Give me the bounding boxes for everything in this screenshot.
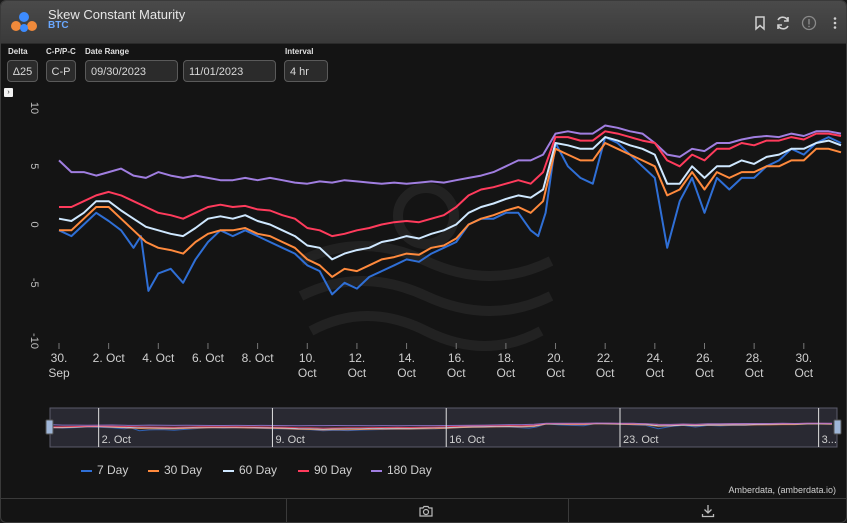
x-tick-label: 10. <box>299 351 316 365</box>
x-tick-label: 14. <box>398 351 415 365</box>
widget-subtitle: BTC <box>48 20 69 31</box>
x-tick-label: 20. <box>547 351 564 365</box>
plot-area <box>58 124 842 296</box>
widget-header: Skew Constant Maturity BTC <box>1 1 846 44</box>
legend-swatch <box>223 469 234 472</box>
navigator-label: 2. Oct <box>102 434 131 446</box>
x-tick-label: Sep <box>48 366 70 380</box>
x-tick-label: Oct <box>546 366 565 380</box>
footer-divider <box>286 499 287 522</box>
navigator-series-line <box>49 422 833 430</box>
legend-item-30-day[interactable]: 30 Day <box>148 463 202 477</box>
x-tick-label: 6. Oct <box>192 351 225 365</box>
legend-item-60-day[interactable]: 60 Day <box>223 463 277 477</box>
date-range-label: Date Range <box>85 47 130 56</box>
navigator-label: 9. Oct <box>275 434 304 446</box>
x-tick-label: Oct <box>794 366 813 380</box>
x-tick-label: Oct <box>646 366 665 380</box>
start-date-input[interactable]: 09/30/2023 <box>85 60 178 82</box>
legend-label: 7 Day <box>97 463 129 477</box>
navigator-label: 23. Oct <box>623 434 658 446</box>
y-tick-label: -10 <box>28 333 40 349</box>
amberdata-logo-icon <box>11 12 37 32</box>
legend-swatch <box>81 469 92 472</box>
navigator-label: 16. Oct <box>449 434 484 446</box>
legend-swatch <box>371 469 382 472</box>
y-tick-label: -5 <box>28 278 40 288</box>
info-icon[interactable] <box>801 15 817 31</box>
x-tick-label: Oct <box>447 366 466 380</box>
y-axis: 10 5 0 -5 -10 <box>28 102 40 349</box>
navigator-handle-right[interactable] <box>833 419 842 435</box>
bookmark-icon[interactable] <box>752 15 768 31</box>
x-tick-label: 22. <box>597 351 614 365</box>
legend-item-90-day[interactable]: 90 Day <box>298 463 352 477</box>
x-tick-label: 26. <box>696 351 713 365</box>
x-tick-label: 8. Oct <box>242 351 275 365</box>
series-line-180-day <box>58 124 842 185</box>
footer-divider <box>568 499 569 522</box>
x-tick-label: Oct <box>596 366 615 380</box>
delta-label: Delta <box>8 47 28 56</box>
legend-label: 30 Day <box>164 463 203 477</box>
x-tick-label: 2. Oct <box>93 351 126 365</box>
widget-title: Skew Constant Maturity <box>48 7 186 22</box>
navigator-label: 3... <box>822 434 837 446</box>
more-icon[interactable] <box>827 15 843 31</box>
refresh-icon[interactable] <box>775 15 791 31</box>
x-tick-label: 30. <box>51 351 68 365</box>
x-tick-label: 24. <box>646 351 663 365</box>
end-date-input[interactable]: 11/01/2023 <box>183 60 276 82</box>
x-tick-label: Oct <box>348 366 367 380</box>
series-line-60-day <box>58 136 842 261</box>
x-tick-label: Oct <box>745 366 764 380</box>
interval-select[interactable]: 4 hr <box>284 60 328 82</box>
legend-swatch <box>148 469 159 472</box>
download-icon[interactable] <box>700 503 716 519</box>
legend-label: 60 Day <box>239 463 278 477</box>
camera-icon[interactable] <box>418 503 434 519</box>
delta-select[interactable]: Δ25 <box>7 60 38 82</box>
x-tick-label: 12. <box>349 351 366 365</box>
watermark-logo-icon <box>298 183 554 351</box>
legend-item-7-day[interactable]: 7 Day <box>81 463 128 477</box>
legend-item-180-day[interactable]: 180 Day <box>371 463 432 477</box>
navigator-series-line <box>49 422 833 427</box>
y-tick-label: 0 <box>28 221 40 227</box>
x-tick-label: Oct <box>497 366 516 380</box>
x-tick-label: 16. <box>448 351 465 365</box>
legend-label: 180 Day <box>387 463 432 477</box>
cpc-select[interactable]: C-P <box>46 60 76 82</box>
credit-text[interactable]: Amberdata, (amberdata.io) <box>728 485 836 495</box>
legend-swatch <box>298 469 309 472</box>
interval-label: Interval <box>285 47 314 56</box>
controls-bar: Delta Δ25 C-P/P-C C-P Date Range 09/30/2… <box>1 45 846 85</box>
navigator[interactable]: 2. Oct 9. Oct 16. Oct 23. Oct 3... <box>45 407 842 448</box>
series-line-7-day <box>58 136 842 296</box>
x-tick-label: Oct <box>298 366 317 380</box>
legend-label: 90 Day <box>314 463 353 477</box>
x-tick-label: 18. <box>498 351 515 365</box>
expand-toggle-icon[interactable]: › <box>4 88 13 97</box>
x-tick-label: Oct <box>397 366 416 380</box>
y-tick-label: 5 <box>28 163 40 169</box>
x-tick-label: 30. <box>795 351 812 365</box>
navigator-handle-left[interactable] <box>45 419 54 435</box>
x-tick-label: 28. <box>746 351 763 365</box>
x-tick-label: 4. Oct <box>142 351 175 365</box>
y-tick-label: 10 <box>28 102 40 114</box>
x-tick-label: Oct <box>695 366 714 380</box>
cpc-label: C-P/P-C <box>46 47 76 56</box>
footer-bar <box>1 498 846 522</box>
series-line-90-day <box>59 130 842 238</box>
series-line-30-day <box>59 142 842 278</box>
